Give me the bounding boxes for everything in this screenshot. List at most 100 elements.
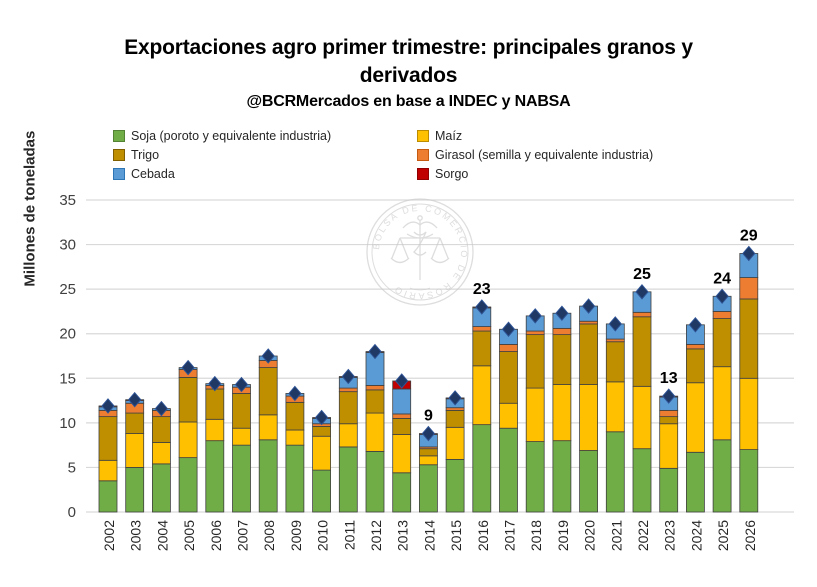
x-tick-2007: 2007 [235,520,251,551]
bar-segment-maiz-2004 [151,442,171,465]
x-tick-2011: 2011 [341,520,357,550]
bar-segment-maiz-2005 [178,421,198,459]
y-tick-10: 10 [59,415,76,432]
total-marker-2005 [181,359,195,376]
total-label-2022: 25 [633,266,651,283]
bar-segment-trigo-2002 [98,416,118,461]
total-marker-2025 [715,288,729,305]
bar-segment-maiz-2012 [365,412,385,452]
x-tick-2010: 2010 [315,520,331,551]
legend-item-cebada: Cebada [113,167,417,181]
bar-segment-girasol-2020 [579,320,598,325]
watermark-outer-circle [366,198,474,306]
x-tick-2003: 2003 [128,520,144,551]
bar-2014 [418,425,438,513]
bar-segment-trigo-2020 [579,323,598,385]
bar-segment-trigo-2008 [258,367,278,416]
y-tick-0: 0 [68,504,76,521]
bar-2009 [285,385,305,513]
bar-2020 [579,298,598,513]
bar-2002 [98,398,118,513]
bar-segment-trigo-2014 [418,448,438,457]
legend-label-soja: Soja (poroto y equivalente industria) [131,129,332,143]
total-label-2014: 9 [424,408,433,425]
bar-segment-girasol-2017 [499,344,518,352]
total-label-2026: 29 [740,227,758,244]
x-tick-2016: 2016 [475,520,491,551]
bar-2015 [445,390,465,513]
x-tick-2008: 2008 [261,520,277,551]
bar-segment-trigo-2007 [232,393,251,429]
x-tick-2009: 2009 [288,520,304,551]
bar-segment-soja-2011 [338,446,358,513]
bar-segment-soja-2003 [125,467,145,513]
x-tick-2020: 2020 [582,520,598,551]
bar-segment-soja-2025 [712,439,732,513]
bar-segment-maiz-2021 [605,381,625,433]
bar-segment-maiz-2025 [712,366,732,441]
bar-2006 [205,375,225,513]
x-tick-2025: 2025 [715,520,731,551]
chart-title-line2: derivados [359,64,458,87]
bar-segment-soja-2002 [98,480,118,513]
bar-segment-maiz-2018 [525,387,545,442]
chart-title-line1: Exportaciones agro primer trimestre: pri… [124,36,693,59]
total-label-2016: 23 [473,281,491,298]
total-marker-2018 [528,308,542,324]
bar-segment-maiz-2009 [285,429,305,446]
caduceus-scales-icon [390,215,450,291]
bar-segment-maiz-2007 [232,427,251,446]
bar-segment-soja-2005 [178,457,198,513]
bar-segment-maiz-2003 [125,433,145,468]
bar-segment-maiz-2008 [258,414,278,441]
legend-swatch-cebada [113,168,125,180]
bar-segment-trigo-2022 [632,316,652,387]
bar-segment-soja-2024 [686,451,705,513]
bar-segment-soja-2023 [659,467,679,513]
bar-segment-soja-2020 [579,450,598,513]
bar-2025 [712,288,732,513]
bar-segment-girasol-2013 [392,413,412,419]
bar-segment-trigo-2021 [605,341,625,383]
total-marker-2020 [581,298,596,314]
bar-segment-soja-2019 [552,440,572,513]
legend-label-sorgo: Sorgo [435,167,469,181]
total-marker-2021 [608,316,622,332]
legend-label-trigo: Trigo [131,148,160,162]
y-tick-20: 20 [59,326,76,343]
bar-2017 [499,321,518,513]
x-tick-2026: 2026 [742,520,758,551]
total-marker-2026 [742,245,756,262]
bar-segment-soja-2007 [232,444,251,513]
chart-subtitle: @BCRMercados en base a INDEC y NABSA [246,93,571,110]
bar-2005 [178,359,198,513]
bar-segment-girasol-2022 [632,311,652,318]
bar-segment-maiz-2024 [686,382,705,453]
legend-item-soja: Soja (poroto y equivalente industria) [113,129,417,143]
bar-segment-trigo-2013 [392,417,412,435]
y-tick-30: 30 [59,237,76,254]
x-tick-2013: 2013 [395,520,411,551]
bar-segment-trigo-2018 [525,334,545,389]
bar-2019 [552,305,572,513]
legend-label-girasol: Girasol (semilla y equivalente industria… [435,148,654,162]
bar-segment-maiz-2010 [312,435,332,471]
total-marker-2023 [662,388,676,404]
bar-2012 [365,343,385,513]
total-label-2023: 13 [660,370,678,387]
bar-2010 [312,409,332,513]
bar-segment-trigo-2015 [445,409,465,428]
total-marker-2002 [101,398,115,414]
bar-2004 [151,400,171,513]
bar-2007 [232,376,251,513]
bar-segment-soja-2008 [258,439,278,513]
total-marker-2004 [154,400,169,417]
bar-segment-trigo-2010 [312,426,332,437]
bar-segment-soja-2022 [632,448,652,513]
total-marker-2024 [688,317,703,333]
bar-segment-girasol-2018 [525,330,545,336]
total-marker-2015 [448,390,462,406]
bar-2022 [632,284,652,513]
bar-segment-soja-2012 [365,450,385,513]
